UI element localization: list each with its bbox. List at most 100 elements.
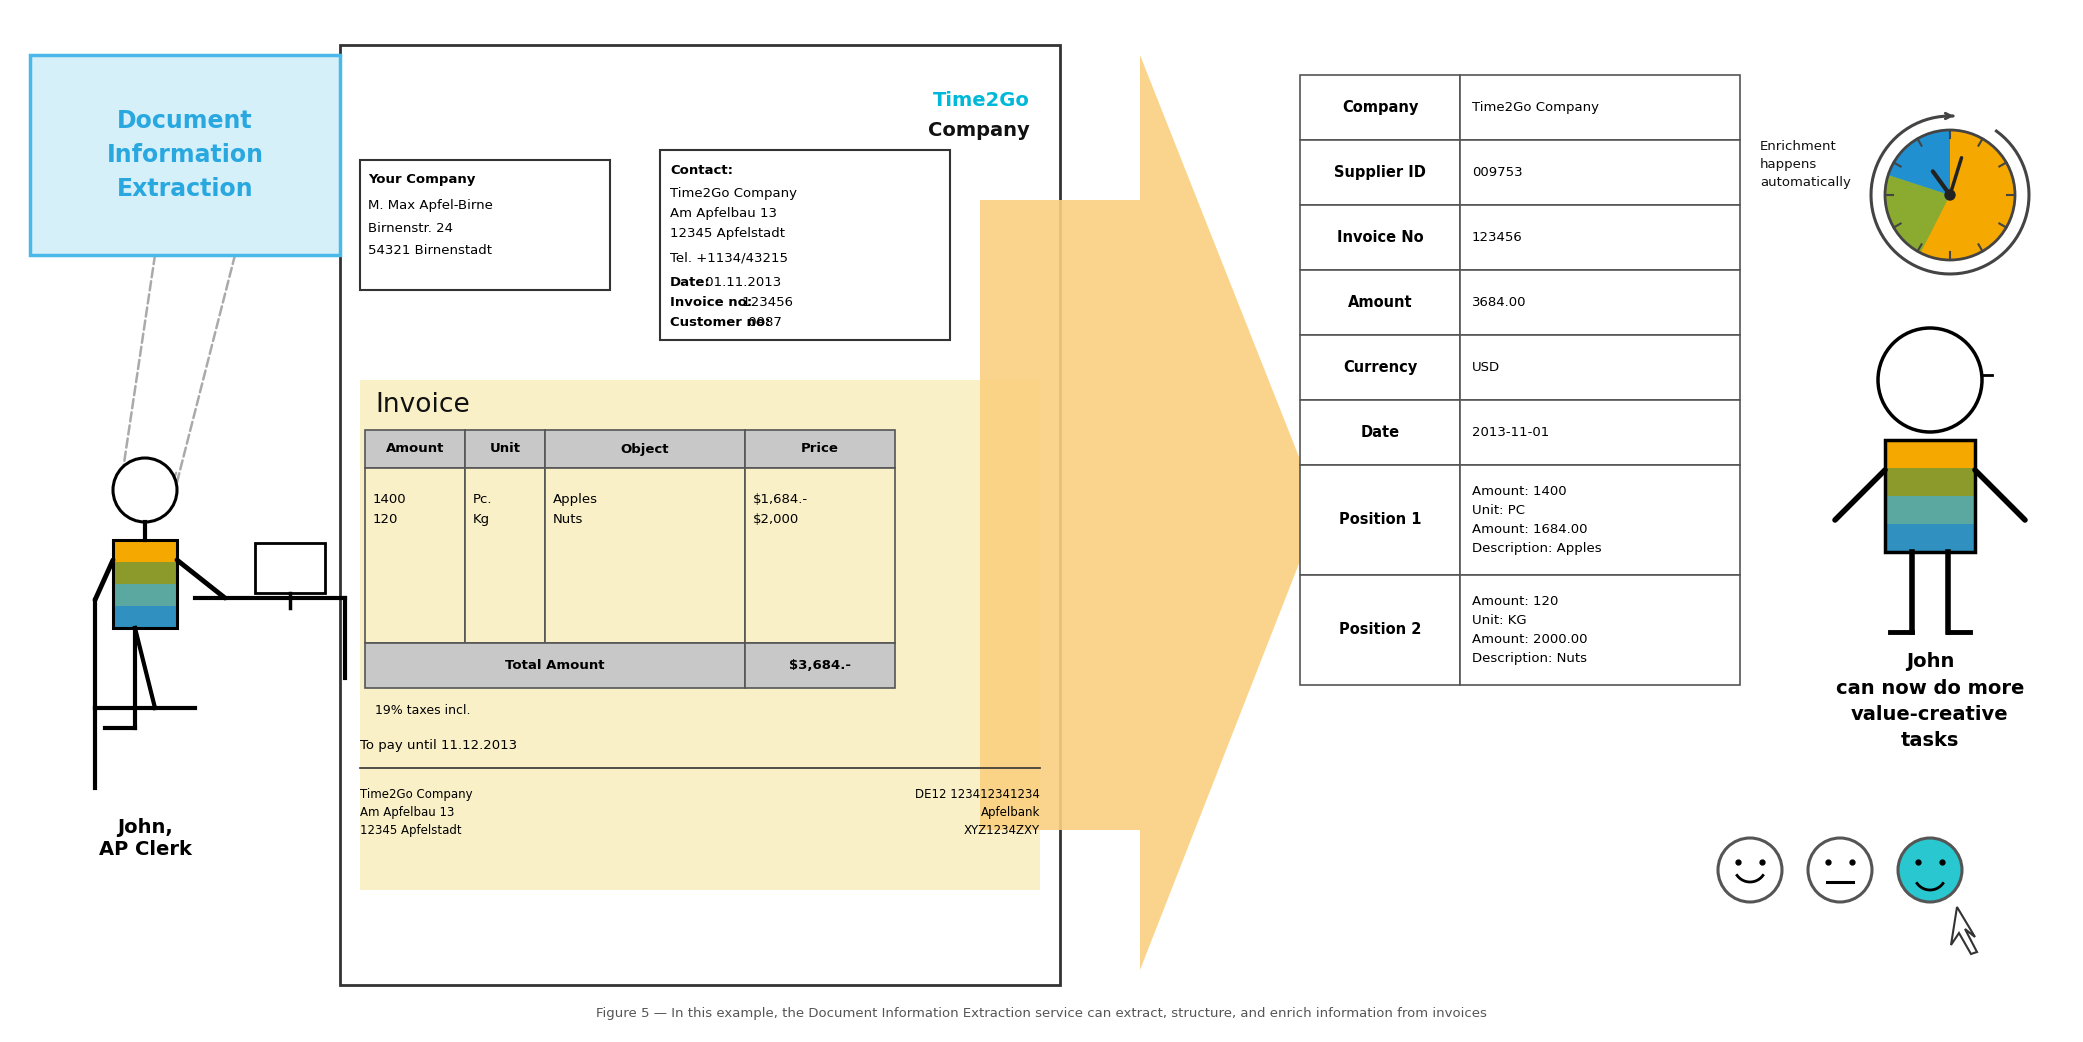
FancyBboxPatch shape <box>1300 75 1460 140</box>
Text: Amount: Amount <box>385 443 444 455</box>
FancyBboxPatch shape <box>1300 575 1460 685</box>
FancyBboxPatch shape <box>1460 575 1739 685</box>
FancyBboxPatch shape <box>29 55 340 255</box>
Text: 123456: 123456 <box>737 297 794 309</box>
Polygon shape <box>1887 130 1950 195</box>
Circle shape <box>1898 838 1962 902</box>
Polygon shape <box>979 55 1321 970</box>
FancyBboxPatch shape <box>360 160 610 290</box>
Text: 12345 Apfelstadt: 12345 Apfelstadt <box>671 226 785 240</box>
Text: XYZ1234ZXY: XYZ1234ZXY <box>964 824 1039 837</box>
FancyBboxPatch shape <box>112 562 177 584</box>
Text: USD: USD <box>1473 361 1500 374</box>
Text: Contact:: Contact: <box>671 164 733 176</box>
Text: 0987: 0987 <box>744 317 783 329</box>
Text: Currency: Currency <box>1344 359 1416 375</box>
FancyBboxPatch shape <box>465 430 546 468</box>
FancyBboxPatch shape <box>112 584 177 606</box>
Text: Tel. +1134/43215: Tel. +1134/43215 <box>671 251 787 265</box>
FancyBboxPatch shape <box>1460 75 1739 140</box>
FancyBboxPatch shape <box>546 468 746 643</box>
Text: M. Max Apfel-Birne: M. Max Apfel-Birne <box>369 198 494 212</box>
Circle shape <box>1808 838 1873 902</box>
Text: Enrichment
happens
automatically: Enrichment happens automatically <box>1760 140 1852 189</box>
Text: $1,684.-
$2,000: $1,684.- $2,000 <box>752 493 808 526</box>
Polygon shape <box>1912 130 2014 260</box>
FancyBboxPatch shape <box>1460 205 1739 270</box>
FancyBboxPatch shape <box>1300 334 1460 400</box>
Text: Your Company: Your Company <box>369 174 475 187</box>
Text: Object: Object <box>621 443 669 455</box>
Circle shape <box>112 458 177 522</box>
Text: Pc.
Kg: Pc. Kg <box>473 493 492 526</box>
Text: Position 1: Position 1 <box>1339 513 1421 527</box>
FancyBboxPatch shape <box>365 468 465 643</box>
FancyBboxPatch shape <box>1460 465 1739 575</box>
Text: Price: Price <box>802 443 839 455</box>
Circle shape <box>1718 838 1781 902</box>
FancyBboxPatch shape <box>746 468 896 643</box>
Text: To pay until 11.12.2013: To pay until 11.12.2013 <box>360 740 517 752</box>
Text: Apples
Nuts: Apples Nuts <box>552 493 598 526</box>
Text: Invoice: Invoice <box>375 392 471 418</box>
Text: Time2Go Company: Time2Go Company <box>671 187 798 199</box>
FancyBboxPatch shape <box>1300 270 1460 334</box>
Text: Document
Information
Extraction: Document Information Extraction <box>106 109 265 200</box>
Text: Supplier ID: Supplier ID <box>1333 165 1427 180</box>
Polygon shape <box>1885 175 1950 253</box>
Text: Time2Go: Time2Go <box>933 91 1029 109</box>
Text: Time2Go Company: Time2Go Company <box>360 788 473 801</box>
FancyBboxPatch shape <box>1885 496 1975 524</box>
FancyBboxPatch shape <box>546 430 746 468</box>
Polygon shape <box>1921 130 2014 260</box>
Text: Birnenstr. 24: Birnenstr. 24 <box>369 222 452 234</box>
Text: 3684.00: 3684.00 <box>1473 296 1527 309</box>
Text: 2013-11-01: 2013-11-01 <box>1473 426 1550 439</box>
Polygon shape <box>1885 175 1950 248</box>
Text: Unit: Unit <box>490 443 521 455</box>
FancyBboxPatch shape <box>112 540 177 562</box>
Text: 01.11.2013: 01.11.2013 <box>702 276 781 290</box>
Text: Invoice No: Invoice No <box>1337 230 1423 245</box>
Circle shape <box>1885 130 2014 260</box>
Text: Company: Company <box>929 121 1029 140</box>
Text: John
can now do more
value-creative
tasks: John can now do more value-creative task… <box>1835 652 2025 750</box>
Text: Date:: Date: <box>671 276 710 290</box>
FancyBboxPatch shape <box>1460 140 1739 205</box>
FancyBboxPatch shape <box>254 543 325 593</box>
Text: Amount: 120
Unit: KG
Amount: 2000.00
Description: Nuts: Amount: 120 Unit: KG Amount: 2000.00 Des… <box>1473 595 1587 665</box>
FancyBboxPatch shape <box>1460 334 1739 400</box>
Text: Position 2: Position 2 <box>1339 622 1421 638</box>
Text: Amount: 1400
Unit: PC
Amount: 1684.00
Description: Apples: Amount: 1400 Unit: PC Amount: 1684.00 De… <box>1473 485 1602 555</box>
Text: Apfelbank: Apfelbank <box>981 807 1039 819</box>
FancyBboxPatch shape <box>660 150 950 340</box>
Text: Am Apfelbau 13: Am Apfelbau 13 <box>360 807 454 819</box>
FancyBboxPatch shape <box>1300 140 1460 205</box>
FancyBboxPatch shape <box>1885 440 1975 468</box>
FancyBboxPatch shape <box>1300 400 1460 465</box>
Text: Date: Date <box>1360 425 1400 440</box>
Text: 1400
120: 1400 120 <box>373 493 406 526</box>
Text: Invoice no:: Invoice no: <box>671 297 752 309</box>
Text: Company: Company <box>1341 100 1419 115</box>
Text: Am Apfelbau 13: Am Apfelbau 13 <box>671 206 777 220</box>
FancyBboxPatch shape <box>1460 400 1739 465</box>
FancyBboxPatch shape <box>365 430 465 468</box>
FancyBboxPatch shape <box>365 643 746 688</box>
Text: 12345 Apfelstadt: 12345 Apfelstadt <box>360 824 462 837</box>
FancyBboxPatch shape <box>1300 465 1460 575</box>
Text: 009753: 009753 <box>1473 166 1523 179</box>
Text: $3,684.-: $3,684.- <box>789 659 852 672</box>
FancyBboxPatch shape <box>1885 468 1975 496</box>
Polygon shape <box>1952 907 1977 954</box>
FancyBboxPatch shape <box>746 430 896 468</box>
FancyBboxPatch shape <box>340 45 1060 985</box>
Circle shape <box>1879 328 1983 432</box>
Text: Customer no:: Customer no: <box>671 317 771 329</box>
FancyBboxPatch shape <box>746 643 896 688</box>
Text: Total Amount: Total Amount <box>506 659 604 672</box>
Polygon shape <box>1887 130 1950 195</box>
Text: 123456: 123456 <box>1473 231 1523 244</box>
Text: DE12 123412341234: DE12 123412341234 <box>914 788 1039 801</box>
FancyBboxPatch shape <box>360 380 1039 890</box>
